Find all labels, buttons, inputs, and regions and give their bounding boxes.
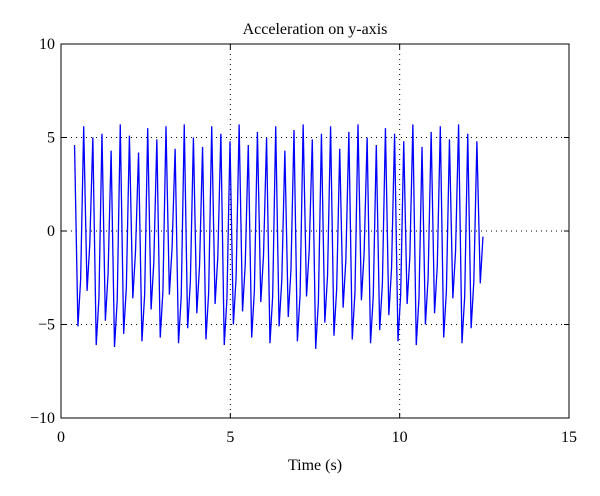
x-tick-label: 15 xyxy=(561,429,577,446)
y-tick-label: −10 xyxy=(30,410,55,427)
y-tick-label: −5 xyxy=(38,317,55,334)
plot-frame xyxy=(60,43,570,419)
x-tick-label: 10 xyxy=(392,429,408,446)
y-tick-label: 10 xyxy=(39,36,55,53)
x-axis-label: Time (s) xyxy=(288,457,342,474)
data-line xyxy=(73,124,484,349)
chart-title: Acceleration on y-axis xyxy=(243,21,388,38)
x-tick-label: 0 xyxy=(57,429,65,446)
y-tick-label: 0 xyxy=(47,223,55,240)
x-tick-label: 5 xyxy=(226,429,234,446)
y-tick-label: 5 xyxy=(47,130,55,147)
